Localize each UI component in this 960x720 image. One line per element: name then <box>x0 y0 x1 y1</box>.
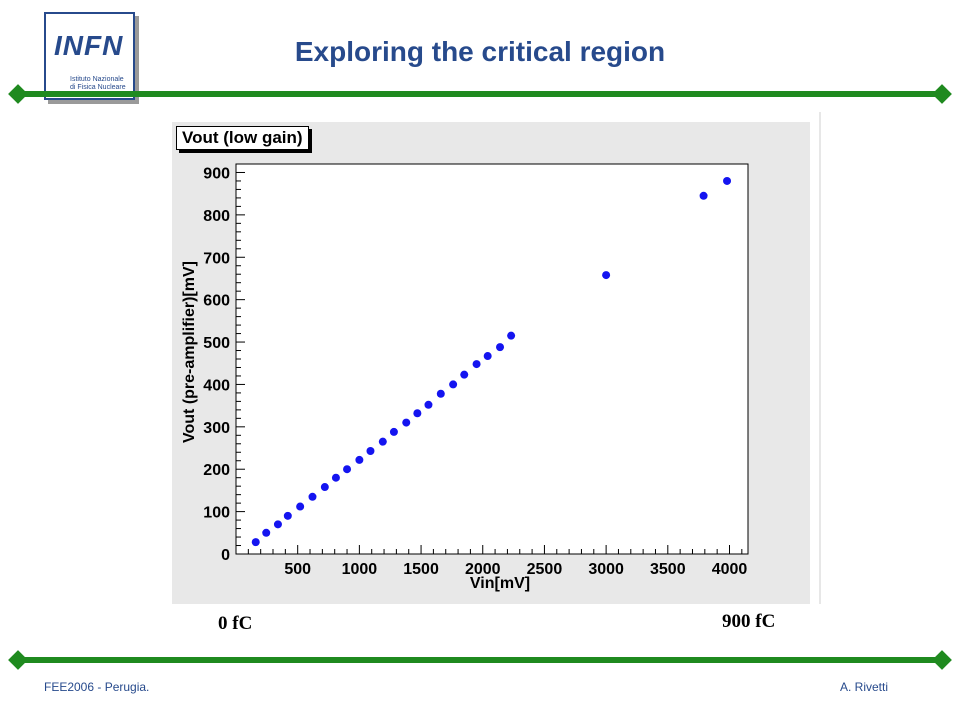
y-tick-label: 400 <box>203 377 230 394</box>
data-point <box>251 538 260 547</box>
logo-word: INFN <box>54 30 124 61</box>
plot-area <box>235 163 749 555</box>
page-title: Exploring the critical region <box>294 36 666 67</box>
x-tick-label: 500 <box>284 561 311 578</box>
scatter-chart: 0 100 200 300 400 500 600 700 800 900 500 1000 1500… <box>170 112 822 604</box>
data-point <box>507 331 516 340</box>
data-point <box>449 380 458 389</box>
y-tick-label: 500 <box>203 335 230 352</box>
y-tick-label: 300 <box>203 420 230 437</box>
infn-logo: INFN Istituto Nazionale di Fisica Nuclea… <box>44 12 139 104</box>
bottom-right-diamond-icon <box>932 650 952 670</box>
data-point <box>389 427 398 436</box>
x-tick-label: 1500 <box>403 561 439 578</box>
x-tick-label: 2500 <box>527 561 563 578</box>
y-tick-label: 600 <box>203 293 230 310</box>
y-axis: 0 100 200 300 400 500 600 700 800 900 <box>203 165 245 564</box>
bottom-divider-bar <box>18 657 942 663</box>
footer-right: A. Rivetti <box>839 680 888 694</box>
data-point <box>262 528 271 537</box>
data-point <box>483 352 492 361</box>
data-point <box>496 343 505 352</box>
top-divider-bar <box>18 91 942 97</box>
data-point <box>472 360 481 369</box>
data-point <box>602 271 611 280</box>
footer-left: FEE2006 - Perugia. <box>44 680 150 694</box>
data-point <box>308 492 317 501</box>
y-tick-label: 900 <box>203 165 230 182</box>
y-tick-label: 200 <box>203 462 230 479</box>
data-point <box>378 437 387 446</box>
bottom-left-diamond-icon <box>8 650 28 670</box>
data-point <box>366 446 375 455</box>
x-tick-label: 4000 <box>712 561 748 578</box>
chart-title: Vout (low gain) <box>176 126 309 150</box>
x-tick-label: 1000 <box>342 561 378 578</box>
data-point <box>460 370 469 379</box>
annotation-left: 0 fC <box>218 613 253 634</box>
top-right-diamond-icon <box>932 84 952 104</box>
logo-subtitle: Istituto Nazionale di Fisica Nucleare <box>70 76 126 92</box>
x-tick-label: 3500 <box>650 561 686 578</box>
data-point <box>355 455 364 464</box>
data-point <box>343 465 352 474</box>
annotation-right: 900 fC <box>722 611 776 632</box>
data-point <box>331 473 340 482</box>
data-point <box>283 511 292 520</box>
y-tick-label: 100 <box>203 505 230 522</box>
data-point <box>296 502 305 511</box>
chart-frame: 0 100 200 300 400 500 600 700 800 900 500 1000 1500… <box>170 112 822 604</box>
logo-subtitle-line1: Istituto Nazionale <box>70 76 124 83</box>
data-point <box>402 418 411 427</box>
x-tick-label: 3000 <box>588 561 624 578</box>
x-axis-label: Vin[mV] <box>470 575 530 592</box>
data-point <box>723 176 732 185</box>
logo-subtitle-line2: di Fisica Nucleare <box>70 84 126 91</box>
y-tick-label: 0 <box>221 547 230 564</box>
top-left-diamond-icon <box>8 84 28 104</box>
y-tick-label: 800 <box>203 208 230 225</box>
x-axis: 500 1000 1500 2000 2500 3000 3500 4000 <box>235 545 748 578</box>
y-tick-label: 700 <box>203 250 230 267</box>
data-point <box>413 409 422 418</box>
data-point <box>273 520 282 529</box>
data-point <box>699 191 708 200</box>
x-tick-label: 2000 <box>465 561 501 578</box>
data-point <box>320 483 329 492</box>
data-points <box>251 176 732 547</box>
logo-box: INFN Istituto Nazionale di Fisica Nuclea… <box>44 12 135 100</box>
data-point <box>424 400 433 409</box>
y-axis-label: Vout (pre-amplifier)[mV] <box>181 261 198 443</box>
data-point <box>436 389 445 398</box>
